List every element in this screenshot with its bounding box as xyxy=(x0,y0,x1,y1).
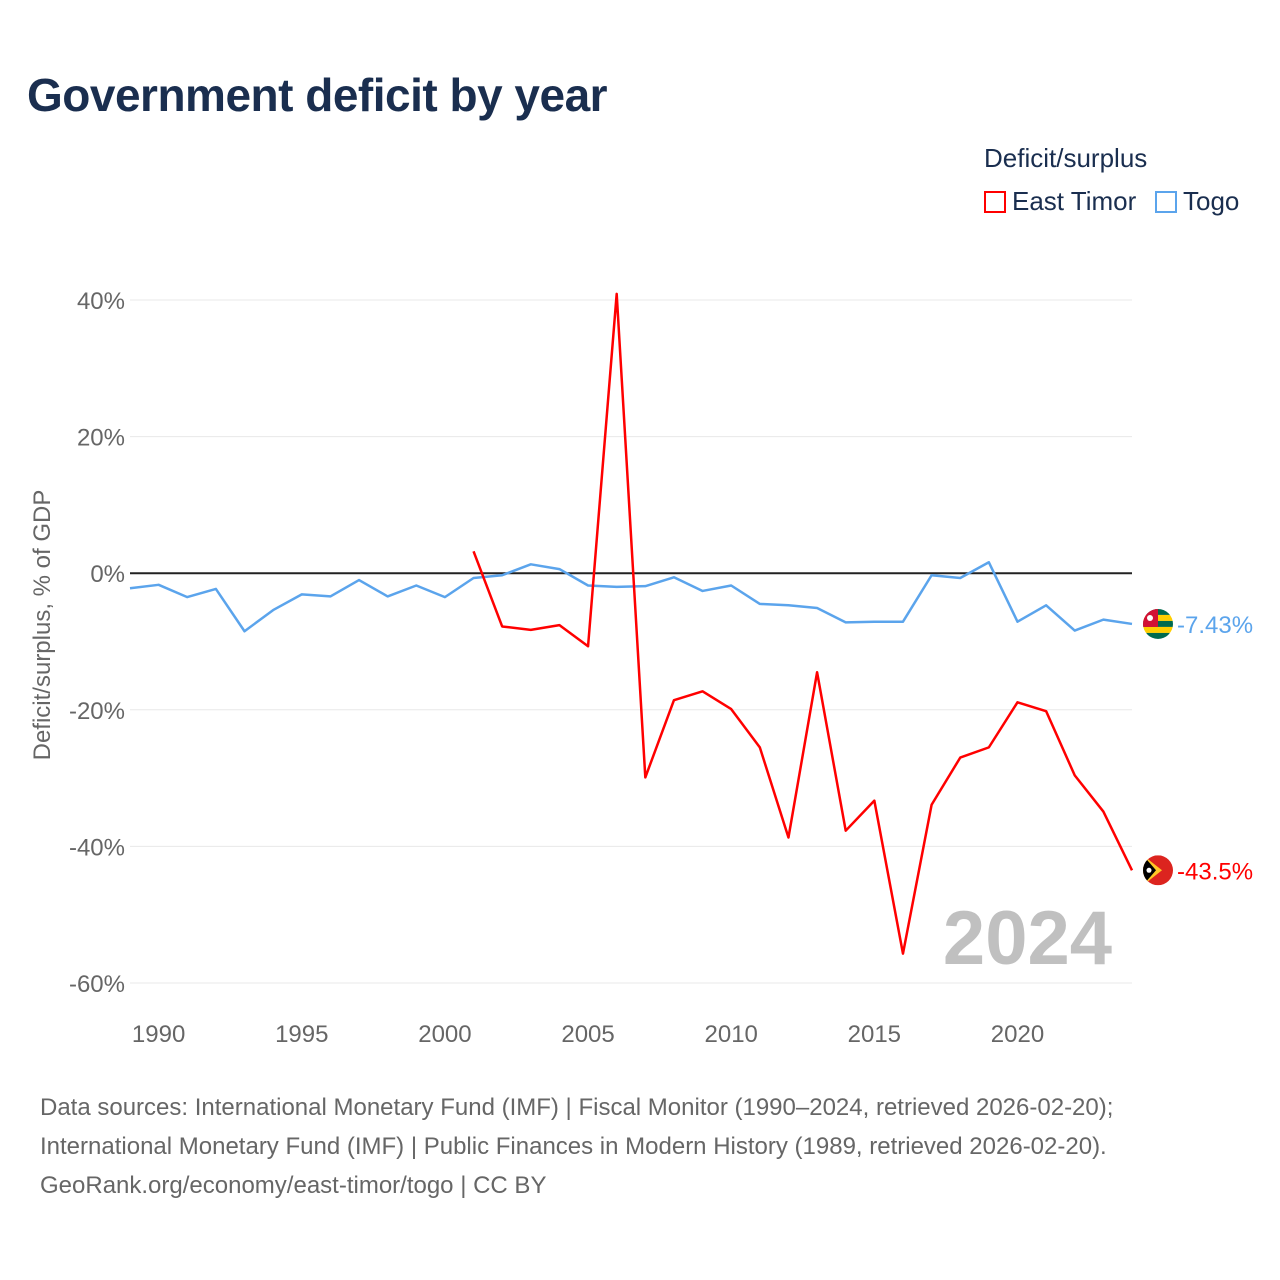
line-chart: 40% 20% 0% -20% -40% -60% 1990 1995 2000 2005 2010… xyxy=(29,288,1253,1048)
legend-title: Deficit/surplus xyxy=(984,143,1148,173)
legend-label: Togo xyxy=(1183,186,1240,216)
end-value-label: -7.43% xyxy=(1177,612,1253,639)
legend-item-east-timor[interactable]: East Timor xyxy=(984,186,1136,217)
x-tick-label: 2020 xyxy=(991,1021,1044,1048)
end-value-label: -43.5% xyxy=(1177,858,1253,885)
x-tick-label: 2005 xyxy=(561,1021,614,1048)
togo-flag-icon xyxy=(1143,608,1173,639)
legend-swatch xyxy=(1155,190,1177,213)
x-tick-label: 1990 xyxy=(132,1021,185,1048)
source-link[interactable]: GeoRank.org/economy/east-timor/togo | CC… xyxy=(40,1172,547,1199)
sources: Data sources: International Monetary Fun… xyxy=(40,1088,1113,1205)
y-tick-label: -20% xyxy=(69,698,125,725)
x-tick-label: 2000 xyxy=(418,1021,471,1048)
source-line: Data sources: International Monetary Fun… xyxy=(40,1094,1114,1121)
legend-swatch xyxy=(984,190,1006,213)
chart-title: Government deficit by year xyxy=(27,69,608,121)
x-tick-label: 2015 xyxy=(848,1021,901,1048)
y-tick-label: 40% xyxy=(77,288,125,315)
series-line-togo xyxy=(129,561,1133,633)
legend-label: East Timor xyxy=(1012,186,1137,216)
y-tick-label: 0% xyxy=(90,561,125,588)
y-tick-label: -60% xyxy=(69,971,125,998)
source-line: International Monetary Fund (IMF) | Publ… xyxy=(40,1133,1107,1160)
x-tick-label: 2010 xyxy=(705,1021,758,1048)
legend-item-togo[interactable]: Togo xyxy=(1155,186,1239,217)
y-tick-label: -40% xyxy=(69,834,125,861)
y-tick-label: 20% xyxy=(77,425,125,452)
series-line-east-timor xyxy=(472,292,1134,955)
east-timor-flag-icon xyxy=(1143,855,1173,886)
x-tick-label: 1995 xyxy=(275,1021,328,1048)
y-axis-label: Deficit/surplus, % of GDP xyxy=(29,490,56,761)
year-watermark: 2024 xyxy=(943,896,1112,981)
